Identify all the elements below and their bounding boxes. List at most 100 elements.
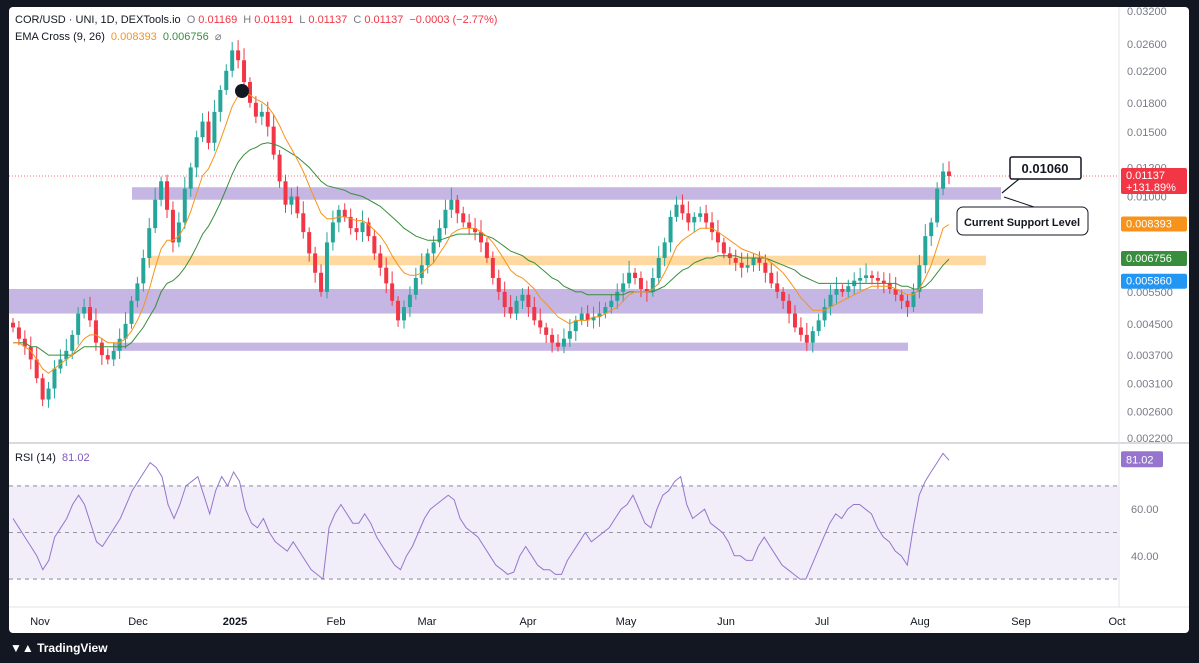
candle-body	[277, 154, 282, 182]
time-axis-label-3: Feb	[327, 616, 346, 628]
candle-body	[810, 331, 815, 343]
candle-65	[396, 296, 401, 327]
candle-1	[16, 320, 21, 346]
candle-body	[111, 350, 116, 360]
candle-132	[792, 305, 797, 333]
candle-body	[621, 283, 626, 292]
candle-67	[407, 286, 412, 317]
candle-body	[147, 228, 152, 259]
candle-body	[396, 300, 401, 321]
open-value: 0.01169	[198, 14, 238, 26]
candle-20	[129, 296, 134, 329]
candle-126	[757, 251, 762, 271]
rsi-value: 81.02	[62, 452, 90, 464]
candle-42	[259, 103, 264, 125]
candle-body	[514, 300, 519, 314]
candle-30	[188, 162, 193, 197]
candle-body	[893, 288, 898, 295]
candle-body	[496, 277, 501, 292]
candle-95	[573, 315, 578, 341]
candle-134	[804, 322, 809, 351]
candle-13	[88, 296, 93, 327]
price-axis-label-3: 0.01800	[1127, 98, 1167, 110]
candle-body	[840, 288, 845, 292]
candle-body	[674, 204, 679, 217]
candle-body	[34, 359, 39, 379]
candle-body	[947, 171, 951, 177]
candle-4	[34, 347, 39, 384]
candle-body	[526, 294, 531, 308]
rsi-badge-bg	[1121, 451, 1163, 468]
time-axis-label-6: May	[616, 616, 637, 628]
event-marker-icon	[235, 84, 249, 98]
candle-136	[816, 313, 821, 336]
candle-66	[401, 300, 406, 329]
candle-body	[479, 232, 483, 243]
tradingview-logo[interactable]: ▼▲ TradingView	[10, 641, 108, 655]
candle-body	[354, 228, 359, 233]
candle-body	[686, 213, 691, 223]
candle-99	[597, 301, 602, 327]
candle-body	[899, 294, 904, 301]
candle-157	[941, 163, 946, 196]
low-label: L	[299, 14, 306, 26]
eye-off-icon[interactable]: ⌀	[214, 31, 222, 43]
candle-body	[911, 291, 916, 308]
price-legend: COR/USD · UNI, 1D, DEXTools.io O 0.01169 …	[15, 14, 500, 26]
candle-137	[822, 298, 827, 327]
rsi-legend[interactable]: RSI (14) 81.02	[15, 452, 93, 464]
candle-body	[330, 222, 335, 243]
candle-28	[176, 212, 181, 248]
chart-canvas[interactable]: 0.032000.026000.022000.018000.015000.012…	[9, 7, 1189, 633]
candle-body	[828, 294, 833, 308]
footer-bar: ▼▲ TradingView	[0, 633, 1199, 663]
candle-73	[443, 199, 448, 235]
price-axis-label-9: 0.005500	[1127, 287, 1173, 299]
candle-45	[277, 149, 282, 188]
candle-body	[295, 196, 300, 214]
candle-27	[170, 201, 175, 253]
candle-body	[775, 283, 780, 292]
candle-100	[603, 302, 608, 319]
candle-51	[313, 246, 318, 283]
candle-26	[165, 174, 170, 218]
candle-19	[123, 311, 128, 349]
candle-body	[792, 313, 797, 328]
support-zone-2	[9, 288, 983, 314]
candle-body	[401, 307, 406, 321]
candle-143	[858, 267, 863, 291]
candle-78	[473, 217, 478, 241]
candle-body	[567, 331, 572, 339]
candle-52	[319, 264, 324, 297]
price-badge-bg	[1121, 216, 1187, 232]
candle-body	[40, 378, 45, 400]
candle-86	[520, 288, 525, 309]
price-badge-2: 0.006756	[1121, 251, 1187, 267]
candle-body	[165, 181, 170, 210]
price-badge-value: 0.005860	[1126, 276, 1172, 288]
candle-body	[419, 265, 424, 278]
candle-32	[200, 113, 205, 143]
ema-slow-line	[13, 142, 950, 356]
candle-79	[479, 220, 483, 253]
candle-128	[769, 262, 774, 289]
candle-body	[858, 277, 863, 281]
candle-37	[230, 41, 235, 78]
candle-130	[781, 287, 786, 309]
candle-123	[739, 252, 744, 278]
candle-body	[929, 222, 934, 237]
tradingview-icon: ▼▲	[10, 641, 38, 655]
candle-body	[153, 199, 158, 229]
candle-body	[573, 320, 578, 332]
candle-body	[188, 167, 193, 189]
candle-body	[218, 89, 223, 112]
ema-slow-value: 0.006756	[162, 31, 209, 43]
candle-118	[710, 212, 715, 241]
candle-body	[715, 232, 720, 243]
candle-50	[307, 227, 312, 262]
price-badge-1: 0.008393	[1121, 216, 1187, 232]
candle-107	[644, 280, 649, 302]
candle-body	[324, 242, 329, 292]
ema-legend[interactable]: EMA Cross (9, 26) 0.008393 0.006756 ⌀	[15, 30, 224, 43]
rsi-badge-value: 81.02	[1126, 454, 1154, 466]
